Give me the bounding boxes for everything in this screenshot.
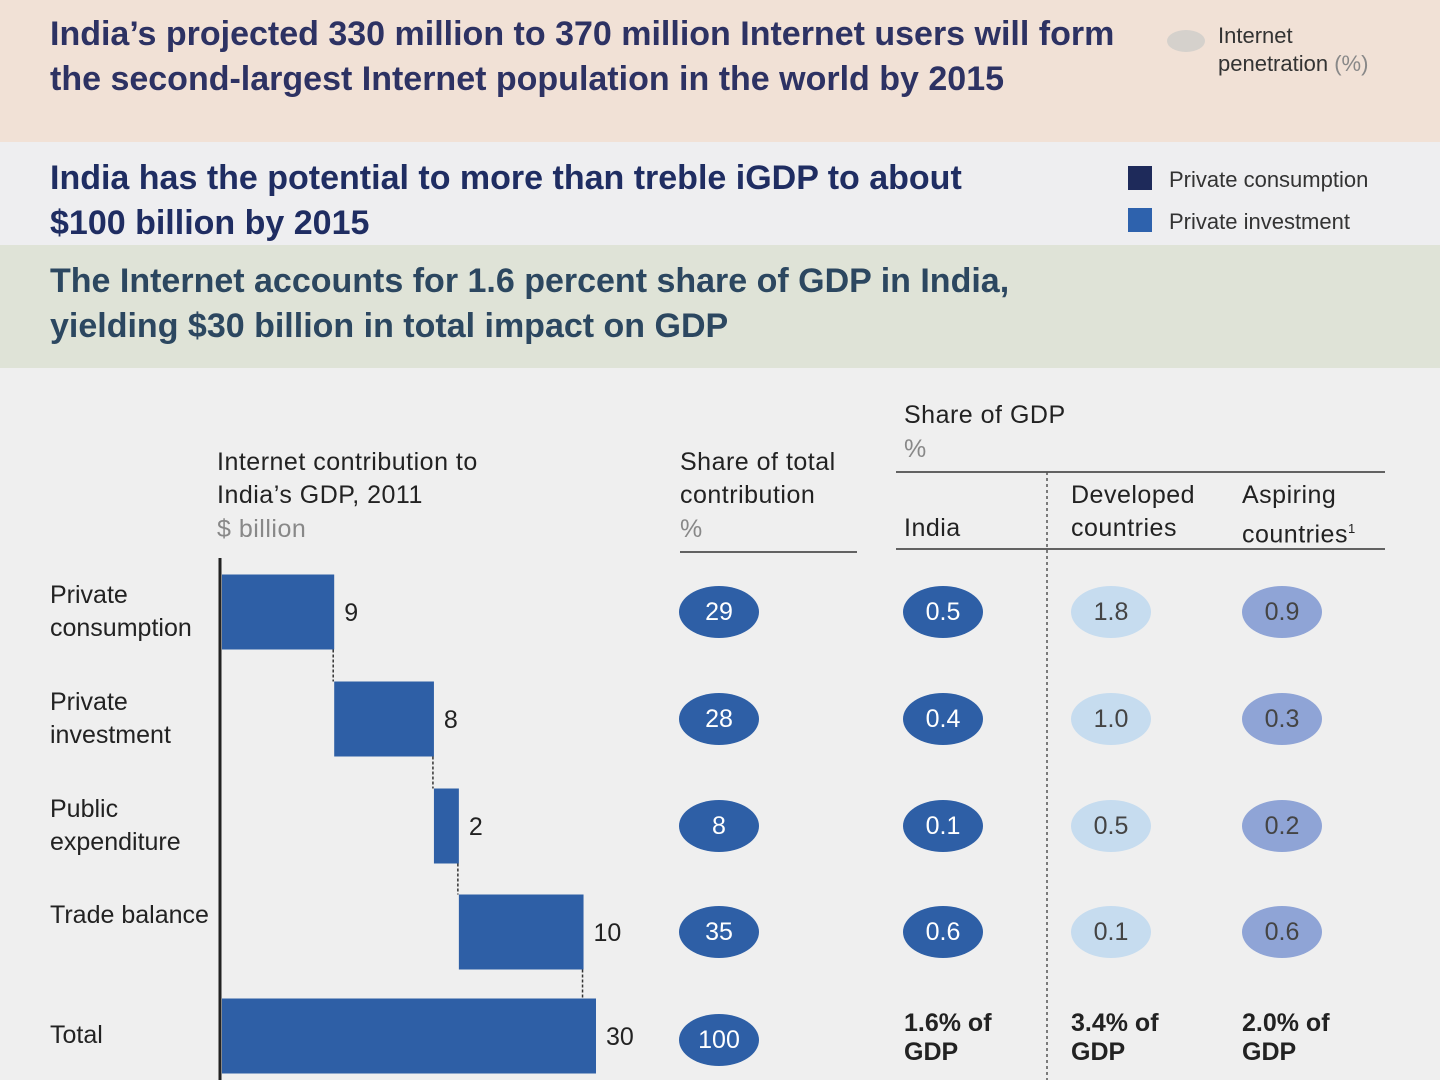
- value-label: 10: [594, 919, 622, 947]
- bubble: [1071, 800, 1151, 852]
- column-name: Aspiring countries: [1242, 481, 1348, 549]
- bar: [222, 998, 596, 1074]
- column-title: Developed countries: [1071, 481, 1196, 542]
- footnote-mark: 1: [1347, 521, 1356, 536]
- category-label: Trade balance: [50, 901, 209, 929]
- bubble-label: 35: [705, 918, 733, 946]
- header-band: [0, 142, 1440, 245]
- value-label: 9: [344, 599, 358, 627]
- table-unit: %: [904, 435, 927, 463]
- column-unit: %: [680, 515, 703, 543]
- bubble: [679, 906, 759, 958]
- bubble-label: 0.6: [1264, 918, 1300, 946]
- bubble: [1242, 586, 1322, 638]
- legend-unit: (%): [1334, 51, 1369, 76]
- column-title: Share of total contribution: [680, 448, 836, 509]
- bubble: [1242, 906, 1322, 958]
- value-label: 2: [469, 813, 483, 841]
- legend-swatch: [1128, 166, 1152, 190]
- category-label: Private consumption: [50, 581, 192, 642]
- legend-label: Private consumption: [1169, 167, 1369, 192]
- bar: [334, 681, 434, 757]
- bubble-label: 0.3: [1264, 705, 1300, 733]
- legend-label: Internet penetration: [1218, 23, 1329, 76]
- bar: [433, 788, 459, 864]
- bubble-label: 0.5: [925, 598, 961, 626]
- bubble-label: 100: [698, 1026, 740, 1054]
- value-label: 30: [606, 1023, 634, 1051]
- bar: [458, 894, 584, 970]
- column-title: India: [904, 514, 961, 542]
- bubble: [1242, 693, 1322, 745]
- bubble-label: 0.4: [925, 705, 961, 733]
- legend-swatch: [1128, 208, 1152, 232]
- header-band: [0, 0, 1440, 142]
- bar: [222, 574, 335, 650]
- bubble: [903, 586, 983, 638]
- header-title: India’s projected 330 million to 370 mil…: [50, 15, 1115, 98]
- bubble-label: 0.1: [925, 812, 961, 840]
- bubble-label: 0.5: [1093, 812, 1129, 840]
- total-label: 2.0% of GDP: [1242, 1009, 1330, 1066]
- bubble-label: 8: [712, 812, 726, 840]
- header-band: [0, 245, 1440, 368]
- category-label: Private investment: [50, 688, 171, 749]
- legend-entry: Internet penetration (%): [1218, 22, 1398, 78]
- legend-swatch: [1167, 30, 1205, 52]
- bubble-label: 1.0: [1093, 705, 1129, 733]
- category-label: Total: [50, 1021, 103, 1049]
- bubble-label: 0.6: [925, 918, 961, 946]
- bubble-label: 0.1: [1093, 918, 1129, 946]
- bubble: [903, 693, 983, 745]
- table-title: Share of GDP: [904, 401, 1066, 429]
- bubble-label: 28: [705, 705, 733, 733]
- bubble: [903, 800, 983, 852]
- bubble: [679, 800, 759, 852]
- bubble: [679, 1014, 759, 1066]
- bubble: [1071, 586, 1151, 638]
- chart-title: Internet contribution to India’s GDP, 20…: [217, 448, 478, 509]
- bubble: [903, 906, 983, 958]
- value-label: 8: [444, 706, 458, 734]
- bubble: [679, 586, 759, 638]
- chart-unit: $ billion: [217, 515, 307, 543]
- bubble: [1242, 800, 1322, 852]
- header-title: India has the potential to more than tre…: [50, 159, 962, 242]
- bubble: [1071, 906, 1151, 958]
- bubble-label: 29: [705, 598, 733, 626]
- legend-label: Private investment: [1169, 209, 1350, 234]
- column-title: Aspiring countries1: [1242, 479, 1392, 551]
- bubble: [1071, 693, 1151, 745]
- total-label: 1.6% of GDP: [904, 1009, 992, 1066]
- header-title: The Internet accounts for 1.6 percent sh…: [50, 262, 1010, 345]
- category-label: Public expenditure: [50, 795, 181, 856]
- bubble-label: 1.8: [1093, 598, 1129, 626]
- bubble-label: 0.9: [1264, 598, 1300, 626]
- total-label: 3.4% of GDP: [1071, 1009, 1159, 1066]
- bubble: [679, 693, 759, 745]
- bubble-label: 0.2: [1264, 812, 1300, 840]
